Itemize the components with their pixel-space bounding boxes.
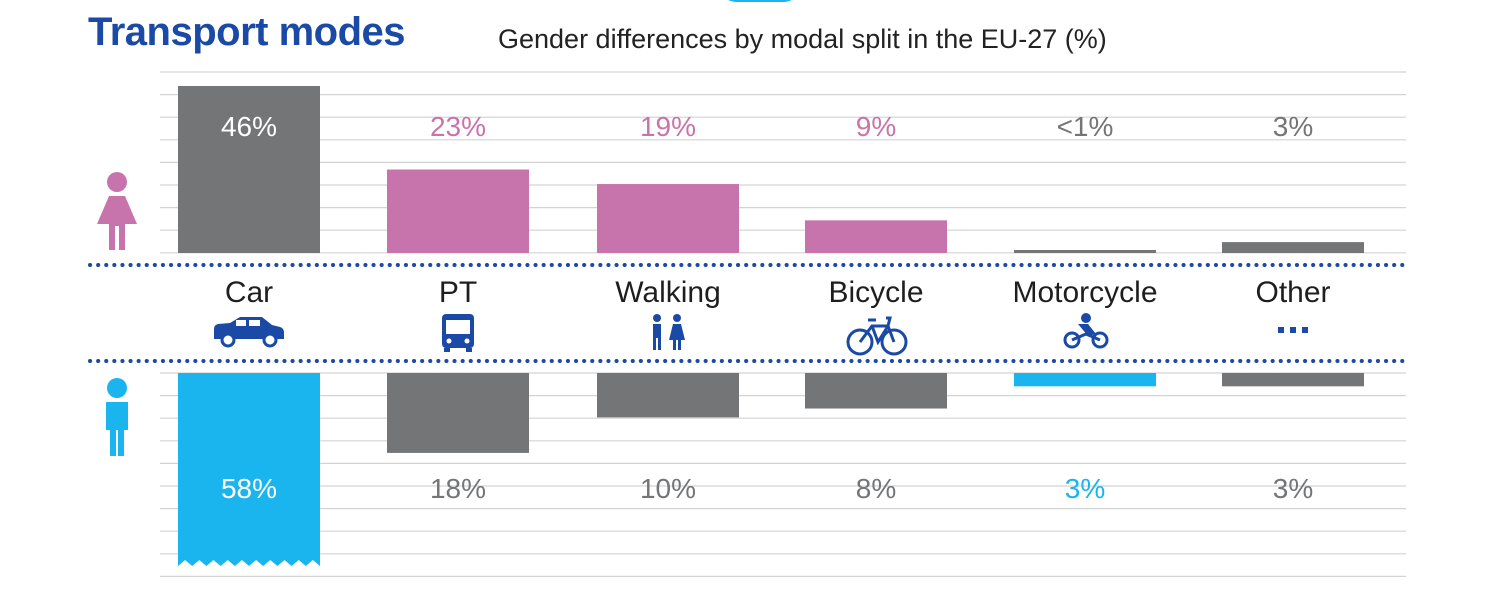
value-label-women: 3% (1273, 111, 1313, 142)
car-icon (214, 317, 284, 348)
bus-icon (442, 314, 474, 352)
value-label-women: 9% (856, 111, 896, 142)
value-label-women: <1% (1057, 111, 1114, 142)
category-label-car: Car (225, 276, 273, 309)
bar-women-other (1222, 242, 1364, 253)
category-label-walking: Walking (615, 276, 721, 309)
value-label-men: 18% (430, 473, 486, 504)
bar-women-motorcycle (1014, 250, 1156, 253)
category-label-pt: PT (439, 276, 477, 309)
bar-men-other (1222, 373, 1364, 387)
value-label-men: 3% (1273, 473, 1313, 504)
chart-title: Transport modes (88, 10, 406, 54)
value-label-women: 19% (640, 111, 696, 142)
bar-women-car (178, 86, 320, 254)
category-label-motorcycle: Motorcycle (1012, 276, 1157, 309)
bar-women-pt (387, 169, 529, 253)
value-label-women: 46% (221, 111, 277, 142)
bar-men-motorcycle (1014, 373, 1156, 387)
bicycle-icon (846, 316, 908, 356)
category-label-bicycle: Bicycle (828, 276, 923, 309)
value-label-men: 3% (1065, 473, 1105, 504)
man-icon (106, 378, 128, 456)
value-labels: 46% 23% 19% 9% <1% 3% 58% 18% 10% 8% 3% 3% (221, 111, 1313, 504)
bar-men-walking (597, 373, 739, 418)
category-labels: Car PT Walking Bicycle Motorcycle Other (225, 276, 1331, 309)
bar-women-bicycle (805, 220, 947, 253)
value-label-women: 23% (430, 111, 486, 142)
bar-men-bicycle (805, 373, 947, 409)
grid-lines-top (160, 71, 1406, 254)
bars (178, 86, 1364, 566)
category-label-other: Other (1255, 276, 1330, 309)
ellipsis-icon (1278, 327, 1308, 333)
chart-subtitle: Gender differences by modal split in the… (498, 24, 1107, 54)
grid-lines-bottom (160, 372, 1406, 578)
value-label-men: 10% (640, 473, 696, 504)
value-label-men: 58% (221, 473, 277, 504)
bar-men-car (178, 373, 320, 566)
motorcyclist-icon (1063, 313, 1109, 349)
top-decoration (720, 0, 800, 2)
bar-women-walking (597, 184, 739, 253)
value-label-men: 8% (856, 473, 896, 504)
pedestrians-icon (653, 314, 685, 350)
woman-icon (97, 172, 137, 250)
bar-men-pt (387, 373, 529, 453)
